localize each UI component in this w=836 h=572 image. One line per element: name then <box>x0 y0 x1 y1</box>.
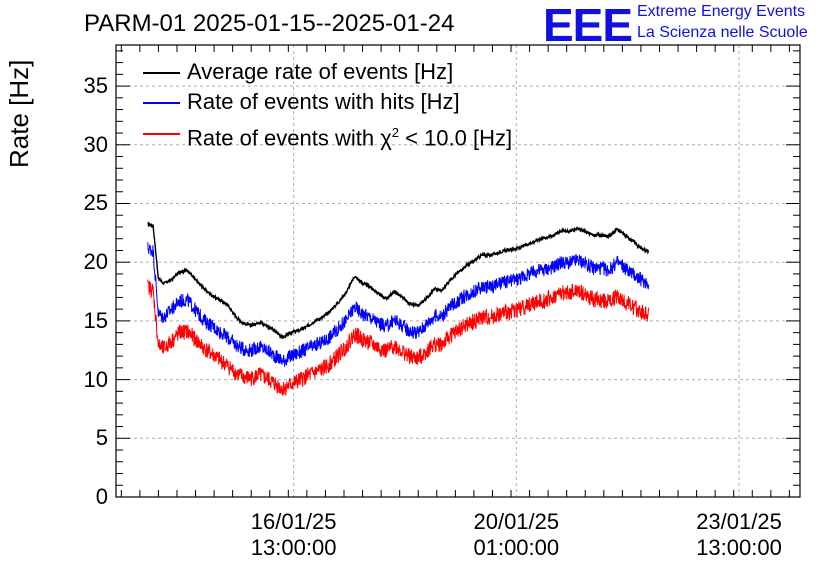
x-tick-date: 16/01/25 <box>250 509 337 534</box>
logo-line-2: La Scienza nelle Scuole <box>637 24 808 41</box>
x-tick-date: 23/01/25 <box>696 509 782 534</box>
chart-title: PARM-01 2025-01-15--2025-01-24 <box>84 10 455 37</box>
x-tick-time: 13:00:00 <box>696 535 782 560</box>
x-tick-time: 13:00:00 <box>250 535 337 560</box>
legend-label-chi2: Rate of events with χ2 < 10.0 [Hz] <box>187 120 512 151</box>
legend-chi2-suffix: < 10.0 [Hz] <box>399 125 513 151</box>
y-tick-label: 20 <box>83 249 108 275</box>
x-tick-date: 20/01/25 <box>473 509 560 534</box>
series-line-2 <box>147 242 650 367</box>
y-tick-label: 5 <box>95 425 108 451</box>
legend-chi2-superscript: 2 <box>391 125 399 140</box>
legend-label-average: Average rate of events [Hz] <box>187 59 454 84</box>
legend-label-hits: Rate of events with hits [Hz] <box>187 89 460 114</box>
plot-frame <box>115 44 801 498</box>
y-tick-label: 0 <box>95 484 108 509</box>
y-tick-label: 10 <box>83 366 108 392</box>
series-line-3 <box>147 279 650 396</box>
y-tick-label: 15 <box>83 307 108 333</box>
series-line-1 <box>147 221 650 340</box>
y-axis-label: Rate [Hz] <box>4 59 34 168</box>
x-tick-label: 16/01/25 13:00:00 <box>229 509 359 561</box>
x-tick-time: 01:00:00 <box>473 535 560 560</box>
y-tick-label: 35 <box>83 73 108 99</box>
eee-logo: EEE <box>543 0 633 51</box>
y-tick-label: 30 <box>83 131 108 157</box>
x-tick-label: 20/01/25 01:00:00 <box>451 509 581 561</box>
legend-chi2-prefix: Rate of events with χ <box>187 125 392 151</box>
logo-line-1: Extreme Energy Events <box>637 3 806 20</box>
x-tick-label: 23/01/25 13:00:00 <box>674 509 804 561</box>
y-tick-label: 25 <box>83 190 108 216</box>
